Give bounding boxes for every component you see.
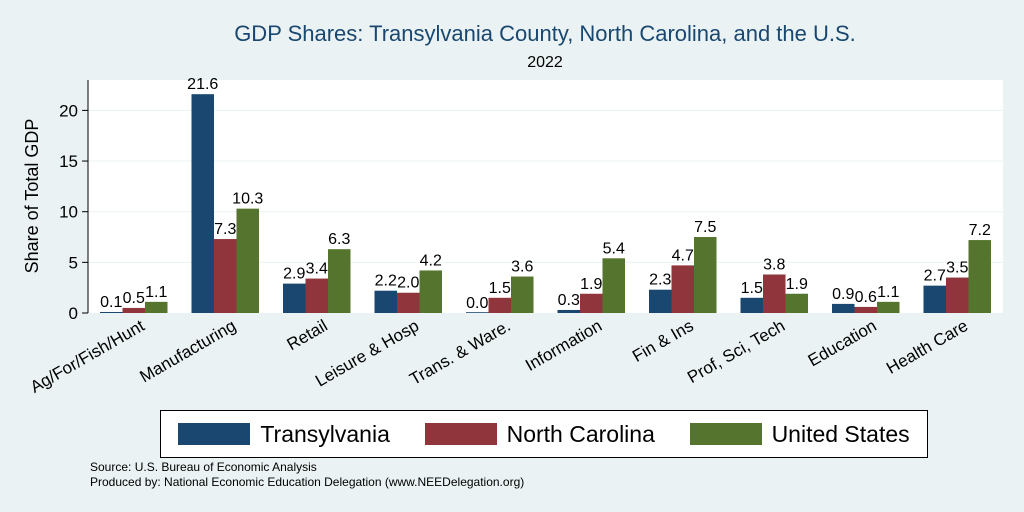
data-label: 0.9 xyxy=(832,286,854,303)
bar xyxy=(854,306,877,313)
bar xyxy=(191,94,214,313)
bar xyxy=(419,270,442,313)
data-label: 2.9 xyxy=(283,266,305,283)
bar xyxy=(511,276,534,313)
bar xyxy=(580,293,603,313)
data-label: 0.5 xyxy=(123,290,145,307)
data-label: 3.4 xyxy=(306,261,328,278)
data-label: 7.3 xyxy=(214,221,236,238)
bar xyxy=(557,309,580,313)
bar xyxy=(145,301,168,313)
legend-item-north-carolina: North Carolina xyxy=(424,420,655,448)
bar xyxy=(305,278,328,313)
bar xyxy=(328,249,351,313)
bar xyxy=(968,240,991,313)
bar xyxy=(832,303,855,313)
data-label: 1.5 xyxy=(741,280,763,297)
bar xyxy=(236,208,259,313)
data-label: 7.2 xyxy=(969,222,991,239)
x-tick-label: Leisure & Hosp xyxy=(312,316,422,391)
legend-swatch xyxy=(689,423,762,445)
legend-swatch xyxy=(424,423,497,445)
x-tick-label: Fin & Ins xyxy=(629,316,697,366)
x-tick-label: Education xyxy=(805,316,880,370)
y-tick-label: 20 xyxy=(59,101,78,120)
data-label: 0.3 xyxy=(558,292,580,309)
data-label: 5.4 xyxy=(603,240,625,257)
data-label: 1.5 xyxy=(489,280,511,297)
bar xyxy=(488,297,511,313)
bar xyxy=(466,312,489,313)
legend-label: United States xyxy=(771,420,910,447)
bar xyxy=(671,265,694,313)
x-tick-label: Manufacturing xyxy=(136,316,239,386)
source-line: Source: U.S. Bureau of Economic Analysis xyxy=(90,460,317,474)
data-label: 4.7 xyxy=(672,247,694,264)
data-label: 2.2 xyxy=(375,273,397,290)
chart-subtitle: 2022 xyxy=(527,54,563,71)
bar xyxy=(785,293,808,313)
data-label: 3.5 xyxy=(946,260,968,277)
data-label: 4.2 xyxy=(420,252,442,269)
x-tick-label: Health Care xyxy=(883,316,971,378)
chart-title: GDP Shares: Transylvania County, North C… xyxy=(234,21,856,46)
bar xyxy=(397,292,420,313)
data-label: 3.8 xyxy=(763,257,785,274)
x-tick-label: Ag/For/Fish/Hunt xyxy=(27,316,148,397)
y-tick-label: 0 xyxy=(69,304,78,323)
bar xyxy=(602,258,625,313)
bar xyxy=(122,307,145,313)
bar xyxy=(100,311,123,313)
bar xyxy=(374,290,397,313)
y-tick-label: 10 xyxy=(59,203,78,222)
legend: Transylvania North Carolina United State… xyxy=(160,410,928,458)
data-label: 3.6 xyxy=(511,259,533,276)
x-tick-label: Trans. & Ware. xyxy=(406,316,513,389)
data-label: 1.1 xyxy=(145,284,167,301)
bar xyxy=(214,239,237,313)
data-label: 0.6 xyxy=(855,289,877,306)
y-tick-label: 15 xyxy=(59,152,78,171)
x-tick-label: Information xyxy=(522,316,605,375)
data-label: 6.3 xyxy=(328,231,350,248)
bar xyxy=(877,301,900,313)
bar xyxy=(923,285,946,313)
legend-label: Transylvania xyxy=(260,420,390,447)
bar xyxy=(763,274,786,313)
bar xyxy=(649,289,672,313)
bar xyxy=(946,277,969,313)
data-label: 21.6 xyxy=(187,76,218,93)
data-label: 2.7 xyxy=(924,268,946,285)
data-label: 1.9 xyxy=(786,276,808,293)
data-label: 0.0 xyxy=(466,295,488,312)
legend-swatch xyxy=(178,423,251,445)
data-label: 1.9 xyxy=(580,276,602,293)
y-axis-label: Share of Total GDP xyxy=(22,119,42,274)
source-note: Source: U.S. Bureau of Economic Analysis… xyxy=(90,460,524,490)
data-label: 1.1 xyxy=(877,284,899,301)
data-label: 7.5 xyxy=(694,219,716,236)
legend-item-transylvania: Transylvania xyxy=(178,421,390,448)
legend-label: North Carolina xyxy=(506,420,655,447)
bar xyxy=(283,283,306,313)
data-label: 2.0 xyxy=(397,275,419,292)
data-label: 10.3 xyxy=(232,191,263,208)
y-tick-label: 5 xyxy=(69,253,78,272)
x-tick-label: Prof, Sci, Tech xyxy=(684,316,788,387)
bar xyxy=(694,237,717,313)
data-label: 0.1 xyxy=(100,294,122,311)
x-tick-label: Retail xyxy=(284,316,331,354)
data-label: 2.3 xyxy=(649,272,671,289)
bar xyxy=(740,297,763,313)
produced-by-line: Produced by: National Economic Education… xyxy=(90,475,525,489)
legend-item-united-states: United States xyxy=(689,420,910,448)
